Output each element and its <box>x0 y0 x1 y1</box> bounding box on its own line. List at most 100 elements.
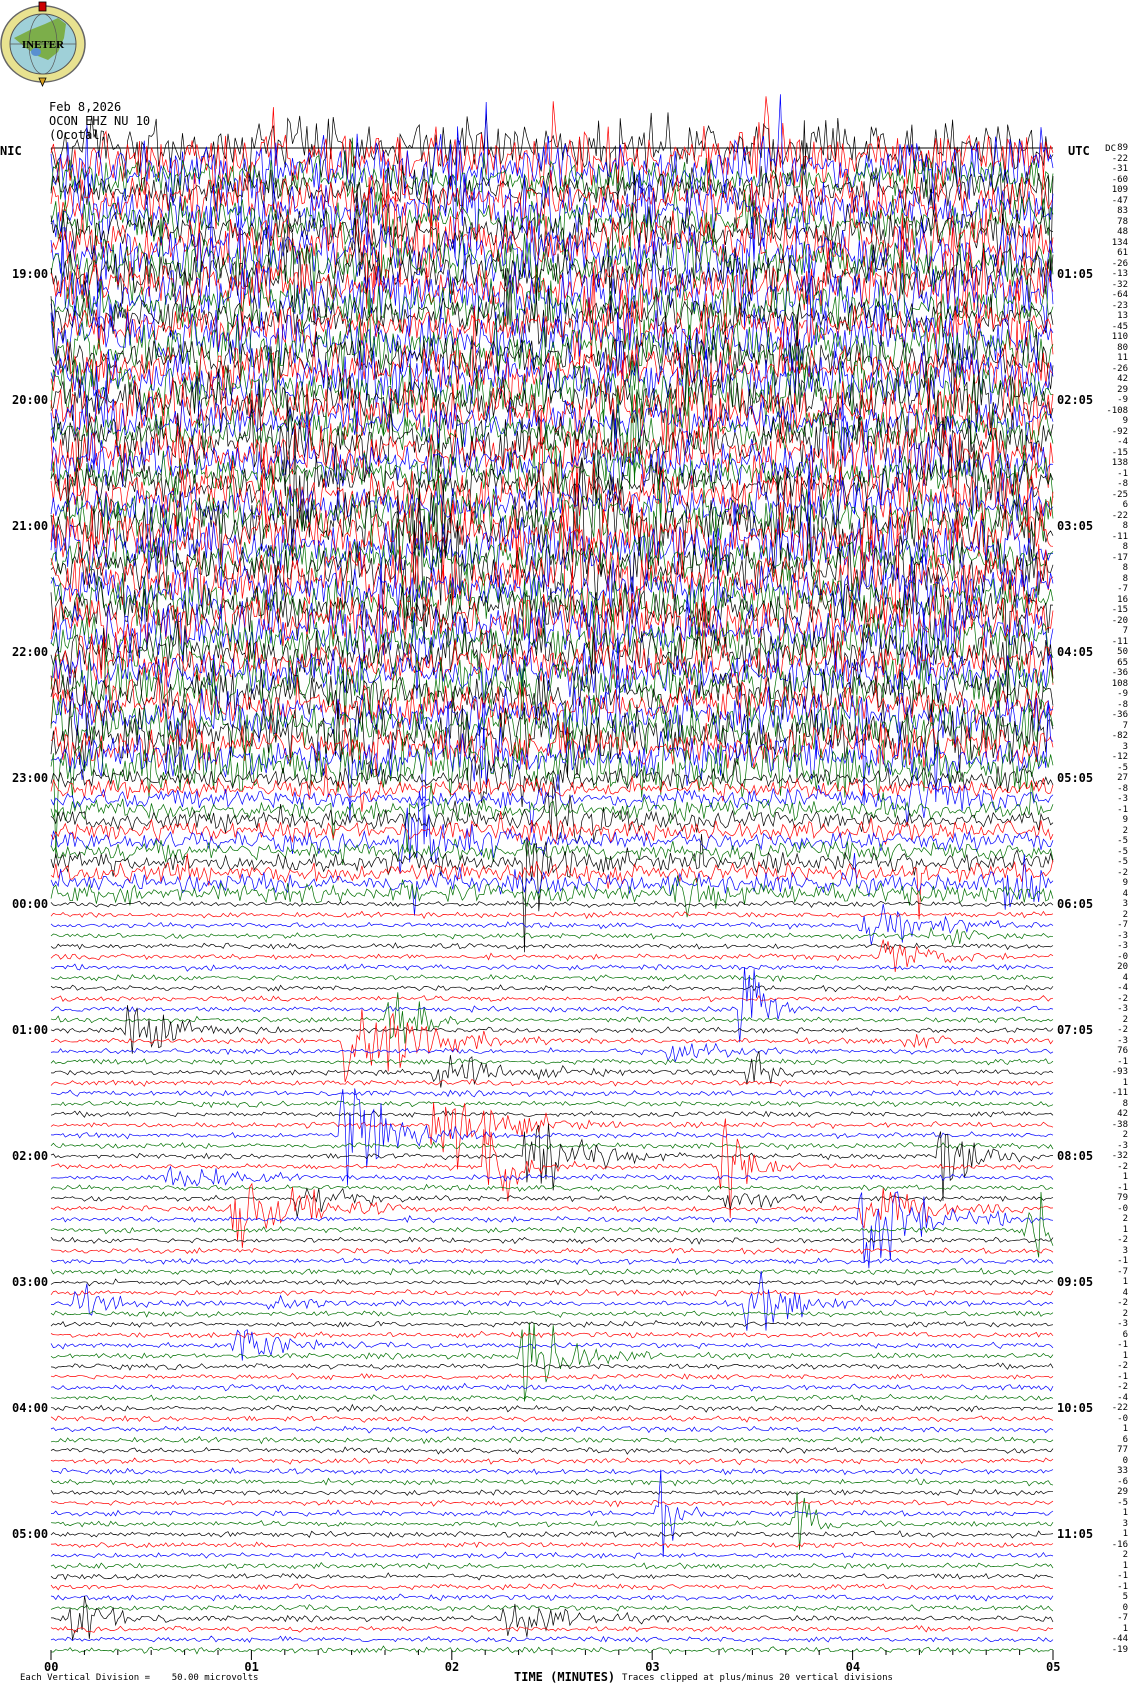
trace-line <box>50 446 1054 575</box>
trace-line <box>50 700 1054 845</box>
dc-offset-value: 27 <box>1117 773 1128 784</box>
dc-offset-value: 4 <box>1122 888 1128 899</box>
trace-line <box>50 349 1054 522</box>
x-tick-label: 05 <box>1046 1660 1061 1674</box>
dc-offset-value: 42 <box>1117 1109 1128 1120</box>
trace-line <box>50 1322 1054 1402</box>
trace-line <box>50 1009 1054 1083</box>
trace-line <box>50 1551 1054 1559</box>
dc-offset-value: 29 <box>1117 384 1128 395</box>
trace-line <box>50 1141 1054 1151</box>
trace-line <box>50 1267 1054 1276</box>
dc-offset-value: 2 <box>1122 1550 1128 1561</box>
trace-line <box>50 578 1054 669</box>
dc-offset-value: -1 <box>1117 1256 1128 1267</box>
left-hour-label: 01:00 <box>12 1023 49 1038</box>
dc-offset-value: -2 <box>1117 1235 1128 1246</box>
dc-offset-value: -13 <box>1111 269 1128 280</box>
dc-offset-value: 2 <box>1122 909 1128 920</box>
dc-offset-value: 6 <box>1122 1329 1128 1340</box>
trace-line <box>50 904 1054 945</box>
trace-line <box>50 852 1054 916</box>
trace-line <box>50 1057 1054 1066</box>
dc-offset-value: -3 <box>1117 1035 1128 1046</box>
trace-line <box>50 1089 1054 1098</box>
right-hour-label: 09:05 <box>1057 1275 1094 1290</box>
dc-offset-value: -1 <box>1117 1340 1128 1351</box>
dc-offset-value: -44 <box>1111 1634 1128 1645</box>
trace-line <box>50 660 1054 734</box>
trace-line <box>50 1477 1054 1487</box>
dc-offset-value: 110 <box>1111 332 1128 343</box>
right-hour-label: 08:05 <box>1057 1149 1094 1164</box>
trace-line <box>50 1467 1054 1476</box>
trace-line <box>50 137 1054 207</box>
dc-offset-value: 1 <box>1122 1350 1128 1361</box>
x-axis-label: TIME (MINUTES) <box>514 1670 616 1684</box>
dc-offset-value: 77 <box>1117 1445 1128 1456</box>
dc-offset-value: 134 <box>1111 237 1128 248</box>
trace-line <box>50 267 1054 359</box>
trace-line <box>50 565 1054 658</box>
dc-offset-value: 2 <box>1122 1308 1128 1319</box>
dc-offset-value: -1 <box>1117 1581 1128 1592</box>
left-hour-label: 04:00 <box>12 1401 49 1416</box>
dc-offset-value: -11 <box>1111 636 1128 647</box>
right-hour-label: 02:05 <box>1057 393 1094 408</box>
dc-offset-value: -8 <box>1117 479 1128 490</box>
right-hour-label: 04:05 <box>1057 645 1094 660</box>
trace-line <box>50 1635 1054 1643</box>
station-label: OCON EHZ NU 10 <box>49 114 151 128</box>
dc-offset-value: -7 <box>1117 584 1128 595</box>
dc-offset-value: -45 <box>1111 321 1128 332</box>
trace-line <box>50 1078 1054 1087</box>
trace-line <box>50 875 1054 918</box>
trace-line <box>50 1435 1054 1445</box>
trace-line <box>50 473 1054 580</box>
dc-offset-value: -23 <box>1111 300 1128 311</box>
dc-offset-value: 65 <box>1117 657 1128 668</box>
dc-offset-value: 1 <box>1122 1424 1128 1435</box>
dc-offset-value: 0 <box>1122 1602 1128 1613</box>
dc-offset-value: -11 <box>1111 531 1128 542</box>
dc-offset-value: 3 <box>1122 1245 1128 1256</box>
trace-line <box>50 659 1054 768</box>
trace-line <box>50 691 1054 775</box>
dc-offset-value: 1 <box>1122 1077 1128 1088</box>
dc-offset-value: 89 <box>1117 143 1128 153</box>
left-hour-label: 20:00 <box>12 393 49 408</box>
trace-line <box>50 320 1054 501</box>
dc-offset-value: -22 <box>1111 153 1128 164</box>
dc-offset-value: 2 <box>1122 1014 1128 1025</box>
trace-line <box>50 213 1054 344</box>
trace-line <box>50 1593 1054 1602</box>
dc-offset-value: -2 <box>1117 1298 1128 1309</box>
trace-line <box>50 1469 1054 1558</box>
dc-offset-value: -7 <box>1117 1613 1128 1624</box>
dc-offset-value: 1 <box>1122 1224 1128 1235</box>
trace-line <box>50 967 1054 1043</box>
trace-line <box>50 1191 1054 1269</box>
trace-line <box>50 421 1054 501</box>
dc-offset-value: -4 <box>1117 983 1128 994</box>
right-hour-label: 03:05 <box>1057 519 1094 534</box>
dc-offset-value: -3 <box>1117 1319 1128 1330</box>
trace-line <box>50 1246 1054 1255</box>
trace-line <box>50 1382 1054 1393</box>
dc-offset-value: -38 <box>1111 1119 1128 1130</box>
trace-line <box>50 366 1054 472</box>
dc-offset-value: 8 <box>1122 542 1128 553</box>
dc-offset-value: 20 <box>1117 962 1128 973</box>
x-tick-label: 02 <box>444 1660 460 1674</box>
dc-offset-value: -22 <box>1111 1403 1128 1414</box>
dc-offset-value: -5 <box>1117 846 1128 857</box>
dc-offset-value: 76 <box>1117 1046 1128 1057</box>
dc-offset-value: 11 <box>1117 353 1128 364</box>
trace-line <box>50 766 1054 833</box>
dc-offset-value: 7 <box>1122 720 1128 731</box>
dc-offset-value: -6 <box>1117 1476 1128 1487</box>
dc-offset-value: 8 <box>1122 573 1128 584</box>
dc-offset-value: -4 <box>1117 437 1128 448</box>
trace-line <box>50 1165 1054 1187</box>
dc-offset-value: -5 <box>1117 836 1128 847</box>
